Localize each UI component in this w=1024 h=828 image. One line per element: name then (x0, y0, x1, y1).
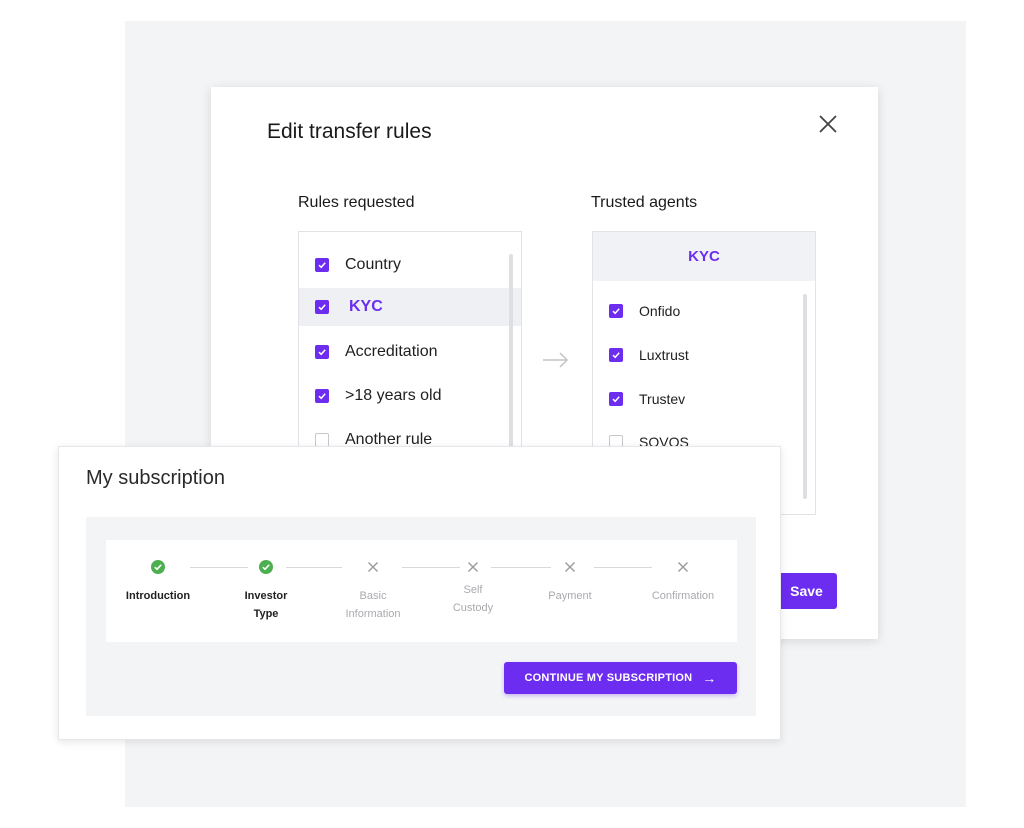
trusted-agents-heading: Trusted agents (591, 194, 698, 211)
checkbox-checked[interactable] (315, 389, 329, 403)
subscription-content: Introduction Investor Type Basic Informati… (86, 517, 756, 716)
step-connector (286, 567, 342, 568)
rule-label: Country (345, 256, 402, 273)
agent-item-luxtrust[interactable]: Luxtrust (593, 336, 815, 374)
x-icon (565, 562, 575, 572)
arrow-right-icon: → (702, 670, 717, 686)
checkbox-unchecked[interactable] (315, 433, 329, 447)
checkbox-checked[interactable] (315, 258, 329, 272)
modal-title: Edit transfer rules (267, 120, 432, 143)
save-button[interactable]: Save (776, 573, 837, 609)
my-subscription-card: My subscription Introduction Investor Typ… (58, 446, 781, 740)
close-icon (819, 115, 837, 133)
checkbox-checked[interactable] (609, 348, 623, 362)
rule-item-age[interactable]: >18 years old (299, 377, 521, 415)
rules-scrollbar[interactable] (509, 254, 513, 454)
rule-item-country[interactable]: Country (299, 246, 521, 284)
rule-label: KYC (349, 298, 383, 315)
agents-list-title: KYC (593, 232, 815, 281)
x-icon (468, 562, 478, 572)
step-label: Payment (548, 590, 592, 602)
step-label: Basic Information (345, 590, 401, 620)
subscription-stepper: Introduction Investor Type Basic Informati… (106, 540, 737, 642)
checkbox-checked[interactable] (609, 392, 623, 406)
checkbox-checked[interactable] (315, 345, 329, 359)
rule-label: Accreditation (345, 343, 438, 360)
rule-item-kyc[interactable]: KYC (299, 288, 521, 326)
rule-label: Another rule (345, 431, 433, 448)
agent-item-trustev[interactable]: Trustev (593, 380, 815, 418)
continue-subscription-button[interactable]: CONTINUE MY SUBSCRIPTION → (504, 662, 737, 694)
rule-item-accreditation[interactable]: Accreditation (299, 333, 521, 371)
agent-label: Onfido (639, 303, 681, 319)
subscription-title: My subscription (86, 467, 225, 489)
agent-item-onfido[interactable]: Onfido (593, 292, 815, 330)
agent-label: Trustev (639, 391, 686, 407)
arrow-right-icon (543, 352, 569, 368)
rule-label: >18 years old (345, 387, 442, 404)
rule-item-another[interactable]: Another rule (299, 421, 521, 459)
close-button[interactable] (813, 109, 843, 139)
x-icon (368, 562, 378, 572)
step-connector (491, 567, 551, 568)
rules-requested-heading: Rules requested (298, 194, 415, 211)
agents-scrollbar[interactable] (803, 294, 807, 499)
checkbox-checked[interactable] (315, 300, 329, 314)
step-label: Confirmation (651, 590, 715, 602)
checkbox-checked[interactable] (609, 304, 623, 318)
step-label: Self Custody (452, 584, 494, 614)
step-connector (190, 567, 248, 568)
check-circle-icon (259, 560, 273, 574)
step-connector (594, 567, 652, 568)
step-label: Investor Type (244, 590, 288, 620)
x-icon (678, 562, 688, 572)
step-label: Introduction (125, 590, 191, 602)
step-connector (402, 567, 460, 568)
continue-label: CONTINUE MY SUBSCRIPTION (524, 672, 693, 684)
check-circle-icon (151, 560, 165, 574)
agent-label: Luxtrust (639, 347, 689, 363)
